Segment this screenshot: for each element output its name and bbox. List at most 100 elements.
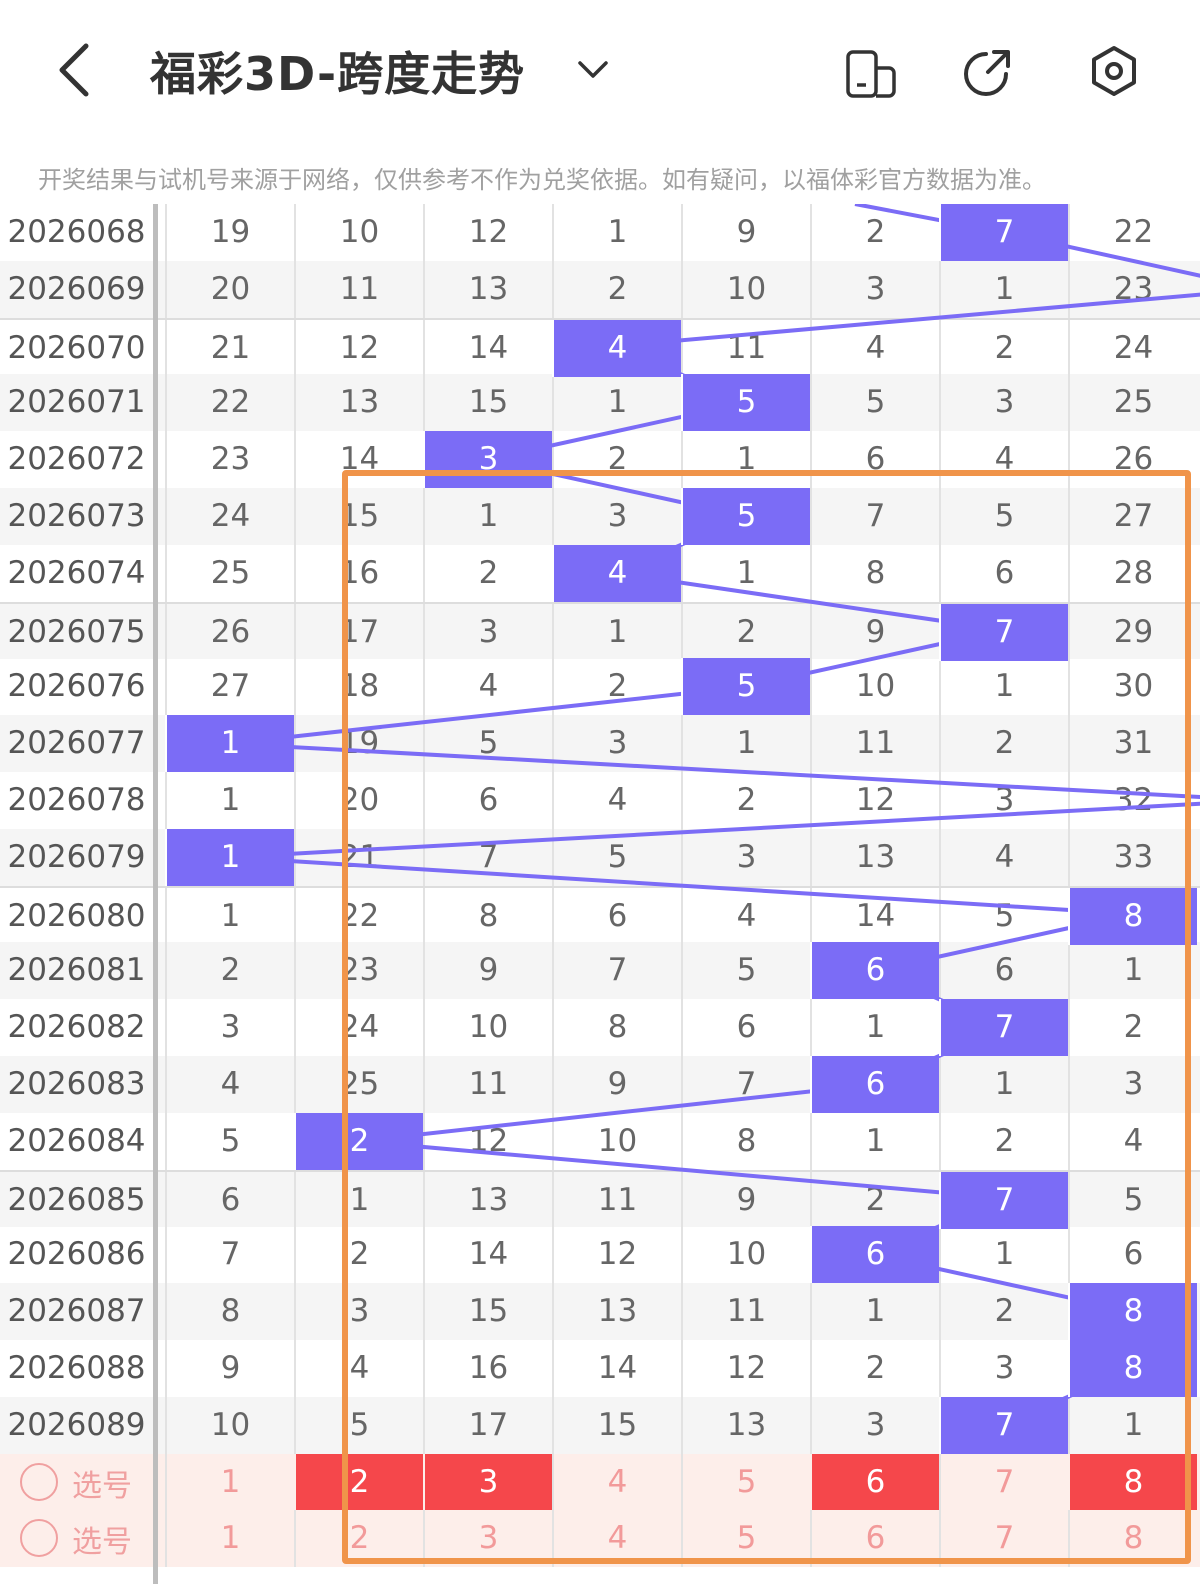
span-trend-table: 2026068 19 10 12 1 9 2 7 22 2026069 20 11 13 2 10 3 1 23 2…	[0, 204, 1200, 1584]
miss-cell: 12	[423, 204, 552, 261]
share-icon[interactable]	[962, 44, 1016, 98]
settings-icon[interactable]	[1087, 44, 1141, 98]
miss-cell: 3	[810, 260, 939, 318]
miss-cell: 3	[1068, 1056, 1197, 1113]
miss-cell: 7	[552, 942, 681, 1000]
select-number[interactable]: 8	[1068, 1510, 1197, 1568]
period-number: 2026080	[7, 897, 146, 934]
miss-cell: 7	[810, 488, 939, 545]
miss-cell: 3	[423, 603, 552, 661]
select-number[interactable]: 6	[810, 1510, 939, 1568]
miss-cell: 1	[552, 374, 681, 432]
select-toggle[interactable]: 选号	[20, 1519, 140, 1561]
miss-cell: 15	[552, 1396, 681, 1454]
miss-cell: 6	[165, 1171, 294, 1229]
period-number: 2026070	[7, 329, 146, 366]
radio-circle-icon[interactable]	[20, 1519, 58, 1558]
period-number: 2026085	[7, 1181, 146, 1218]
select-number[interactable]: 3	[423, 1510, 552, 1568]
table-row: 2026071 22 13 15 1 5 5 3 25	[0, 374, 1200, 432]
miss-cell: 1	[165, 772, 294, 829]
selected-number[interactable]: 8	[1068, 1453, 1197, 1511]
miss-cell: 5	[939, 488, 1068, 545]
select-number[interactable]: 5	[681, 1453, 810, 1511]
miss-cell: 8	[552, 999, 681, 1057]
miss-cell: 23	[1068, 260, 1197, 318]
miss-cell: 13	[552, 1283, 681, 1341]
miss-cell: 3	[810, 1396, 939, 1454]
selected-number[interactable]: 2	[294, 1453, 423, 1511]
hit-cell: 1	[165, 828, 294, 886]
period-number: 2026071	[7, 384, 146, 421]
chevron-down-icon[interactable]	[575, 52, 611, 88]
period-number: 2026077	[7, 725, 146, 762]
miss-cell: 10	[681, 1226, 810, 1284]
select-number[interactable]: 7	[939, 1453, 1068, 1511]
miss-cell: 12	[681, 1340, 810, 1397]
miss-cell: 12	[552, 1226, 681, 1284]
period-number: 2026068	[7, 214, 146, 250]
select-toggle[interactable]: 选号	[20, 1462, 140, 1504]
hit-cell: 7	[939, 204, 1068, 261]
miss-cell: 27	[165, 658, 294, 716]
miss-cell: 13	[294, 374, 423, 432]
select-number[interactable]: 1	[165, 1510, 294, 1568]
miss-cell: 14	[552, 1340, 681, 1397]
miss-cell: 4	[165, 1056, 294, 1113]
miss-cell: 19	[165, 204, 294, 261]
device-layout-icon[interactable]	[845, 44, 899, 98]
miss-cell: 5	[165, 1112, 294, 1170]
miss-cell: 10	[681, 260, 810, 318]
select-number[interactable]: 2	[294, 1510, 423, 1568]
select-number[interactable]: 5	[681, 1510, 810, 1568]
miss-cell: 12	[294, 319, 423, 377]
miss-cell: 2	[294, 1226, 423, 1284]
miss-cell: 5	[294, 1396, 423, 1454]
miss-cell: 7	[165, 1226, 294, 1284]
miss-cell: 9	[165, 1340, 294, 1397]
select-row: 选号 1 2 3 4 5 6 7 8	[0, 1510, 1200, 1568]
miss-cell: 22	[165, 374, 294, 432]
highlight-box	[342, 470, 1191, 1564]
miss-cell: 13	[681, 1396, 810, 1454]
miss-cell: 9	[423, 942, 552, 1000]
header: 福彩3D-跨度走势	[0, 0, 1200, 140]
select-label: 选号	[72, 1525, 132, 1561]
select-row: 选号 1 2 3 4 5 6 7 8	[0, 1453, 1200, 1511]
miss-cell: 3	[294, 1283, 423, 1341]
period-number: 2026079	[7, 838, 146, 875]
miss-cell: 10	[165, 1396, 294, 1454]
miss-cell: 2	[552, 260, 681, 318]
period-number: 2026075	[7, 613, 146, 650]
table-row: 2026068 19 10 12 1 9 2 7 22	[0, 204, 1200, 261]
miss-cell: 11	[294, 260, 423, 318]
miss-cell: 1	[165, 887, 294, 945]
selected-number[interactable]: 3	[423, 1453, 552, 1511]
miss-cell: 9	[681, 204, 810, 261]
miss-cell: 17	[423, 1396, 552, 1454]
miss-cell: 21	[165, 319, 294, 377]
miss-cell: 28	[1068, 544, 1197, 602]
miss-cell: 22	[1068, 204, 1197, 261]
select-number[interactable]: 1	[165, 1453, 294, 1511]
period-number: 2026089	[7, 1406, 146, 1443]
miss-cell: 16	[423, 1340, 552, 1397]
period-number: 2026074	[7, 554, 146, 591]
page-title[interactable]: 福彩3D-跨度走势	[150, 47, 526, 101]
radio-circle-icon[interactable]	[20, 1462, 58, 1501]
column-divider	[153, 204, 158, 1584]
back-arrow-icon[interactable]	[50, 40, 100, 100]
miss-cell: 10	[294, 204, 423, 261]
miss-cell: 20	[165, 260, 294, 318]
select-number[interactable]: 4	[552, 1510, 681, 1568]
period-number: 2026084	[7, 1122, 146, 1159]
period-number: 2026076	[7, 668, 146, 705]
period-number: 2026081	[7, 952, 146, 989]
select-number[interactable]: 4	[552, 1453, 681, 1511]
miss-cell: 4	[294, 1340, 423, 1397]
selected-number[interactable]: 6	[810, 1453, 939, 1511]
miss-cell: 30	[1068, 658, 1197, 716]
miss-cell: 29	[1068, 603, 1197, 661]
select-number[interactable]: 7	[939, 1510, 1068, 1568]
miss-cell: 26	[165, 603, 294, 661]
